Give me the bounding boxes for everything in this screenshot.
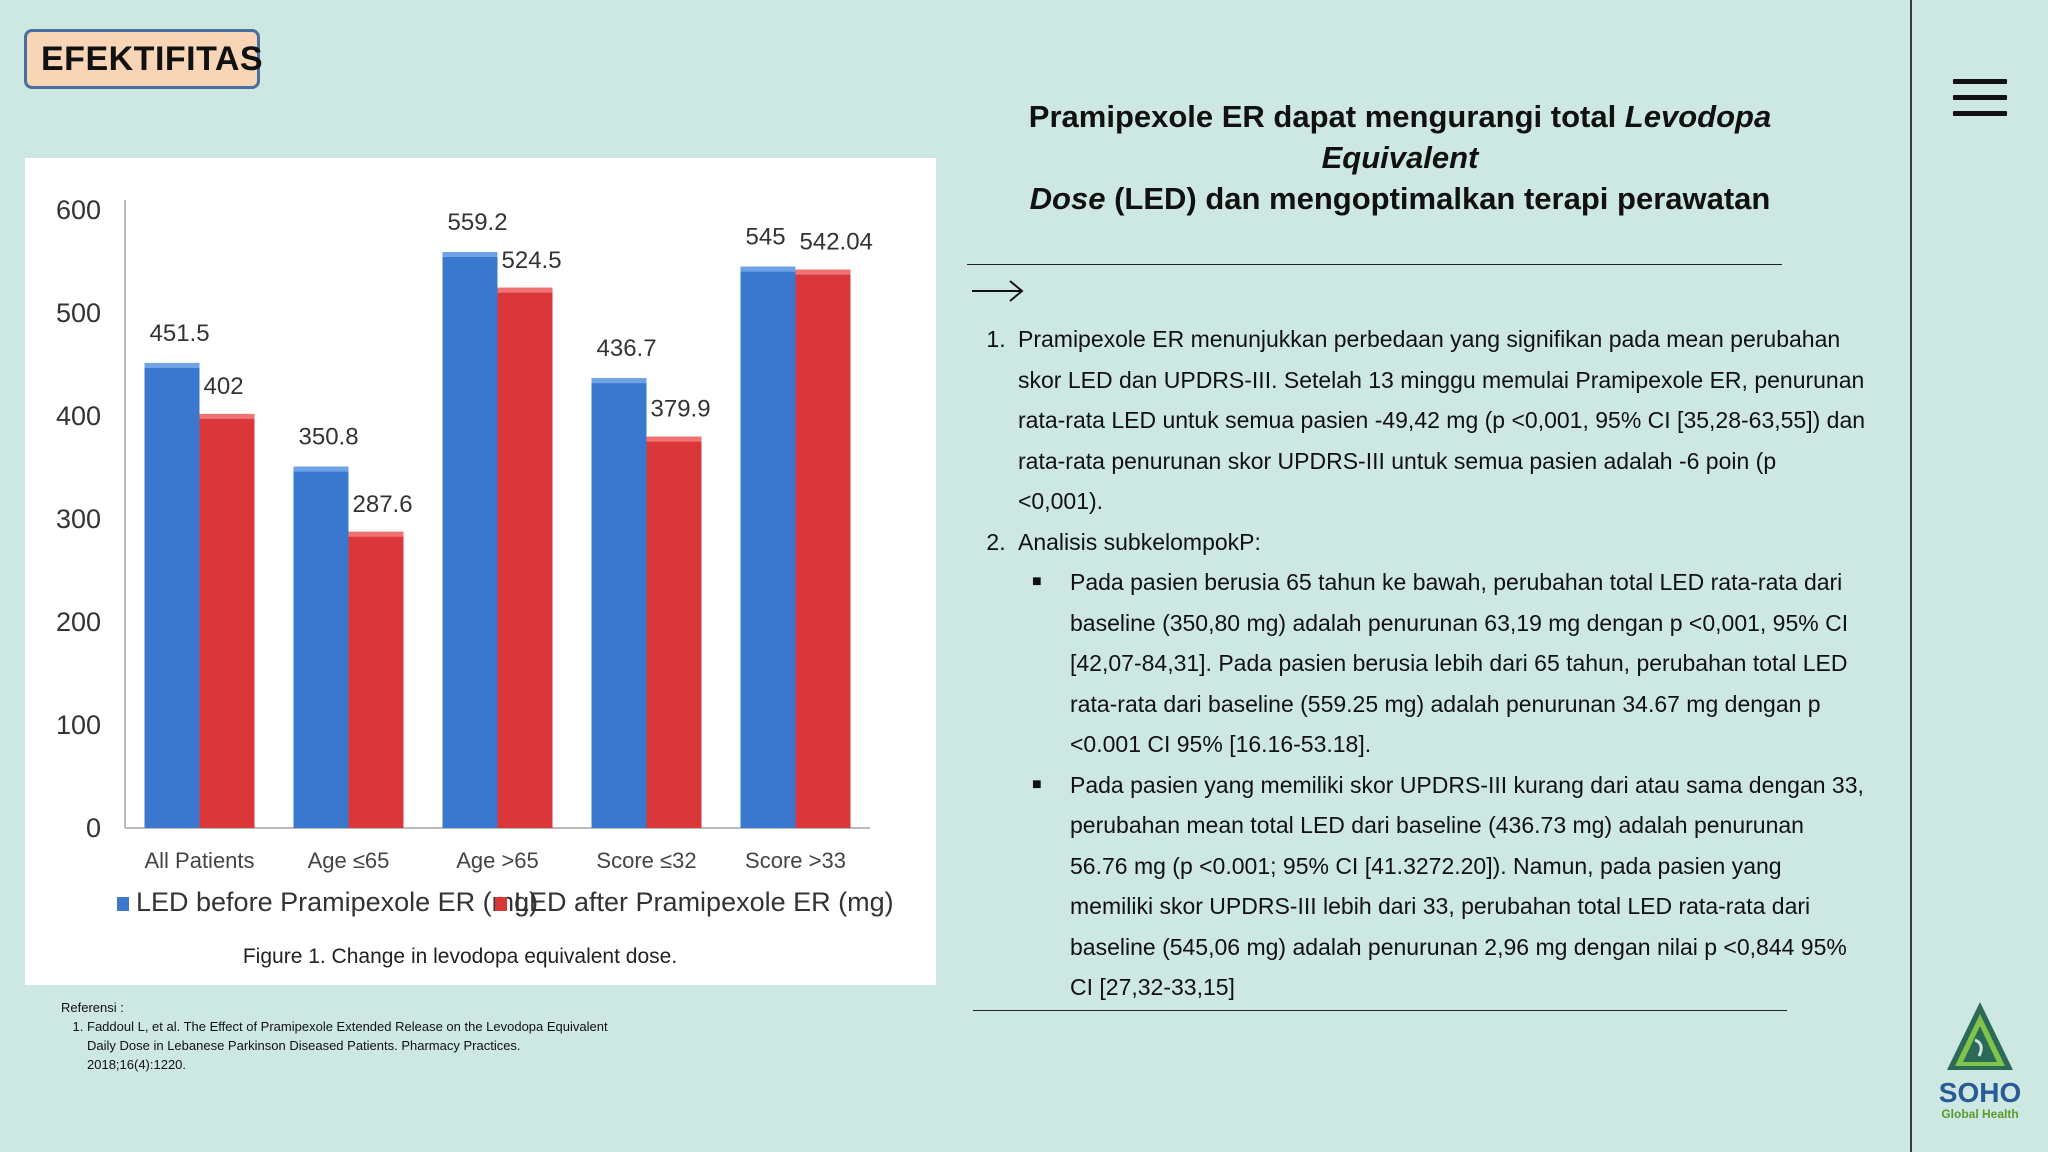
- data-label: 350.8: [299, 424, 359, 451]
- bar-highlight: [293, 466, 349, 472]
- data-label: 524.5: [502, 247, 562, 274]
- legend-swatch: [117, 897, 129, 911]
- data-label: 402: [204, 373, 244, 400]
- finding-item: Pramipexole ER menunjukkan perbedaan yan…: [1012, 319, 1866, 522]
- bar-after: [795, 269, 851, 828]
- reference-item: Faddoul L, et al. The Effect of Pramipex…: [87, 1017, 621, 1074]
- arrow-right-icon: [972, 280, 1024, 302]
- references-label: Referensi :: [61, 1000, 124, 1015]
- section-tag: EFEKTIFITAS: [24, 29, 263, 89]
- bottom-divider: [973, 1010, 1787, 1011]
- subfinding-item: ■ Pada pasien berusia 65 tahun ke bawah, …: [1032, 569, 1849, 757]
- slide-heading: Pramipexole ER dapat mengurangi total Le…: [1028, 99, 1772, 216]
- y-tick-label: 0: [86, 813, 101, 843]
- x-tick-label: Score >33: [745, 848, 846, 873]
- data-label: 542.04: [800, 229, 873, 256]
- data-label: 545: [746, 224, 786, 251]
- y-tick-label: 600: [56, 195, 101, 225]
- subfinding-item: ■ Pada pasien yang memiliki skor UPDRS-II…: [1032, 771, 1864, 1001]
- bar-after: [497, 287, 553, 828]
- sidebar-divider: [1910, 0, 1912, 1152]
- bar-chart-svg: 0 100 200 300 400 500 600 451.5 402 All Patients 3…: [56, 195, 894, 968]
- legend-swatch: [495, 897, 507, 911]
- legend-label: LED before Pramipexole ER (mg): [136, 887, 538, 917]
- heading-divider: [967, 264, 1782, 265]
- bar-chart: 0 100 200 300 400 500 600 451.5 402 All Patients 3…: [25, 158, 936, 985]
- data-label: 559.2: [448, 209, 508, 236]
- y-tick-label: 400: [56, 401, 101, 431]
- soho-logo-icon: [1947, 1002, 2013, 1070]
- bar-highlight: [646, 436, 702, 442]
- legend-label: LED after Pramipexole ER (mg): [514, 887, 894, 917]
- chart-caption: Figure 1. Change in levodopa equivalent …: [243, 945, 677, 968]
- finding-item: Analisis subkelompokP: ■Pada pasien beru…: [1012, 522, 1866, 1008]
- bar-highlight: [348, 531, 404, 537]
- bar-after: [348, 531, 404, 828]
- data-label: 436.7: [597, 335, 657, 362]
- bar-highlight: [740, 266, 796, 272]
- findings-list: Pramipexole ER menunjukkan perbedaan yan…: [966, 319, 1866, 1008]
- bar-highlight: [497, 287, 553, 293]
- bar-before: [144, 362, 200, 828]
- bar-after: [646, 436, 702, 828]
- bar-highlight: [442, 252, 498, 258]
- references: Referensi : Faddoul L, et al. The Effect…: [61, 998, 621, 1074]
- data-label: 287.6: [353, 491, 413, 518]
- logo-subtitle: Global Health: [1941, 1107, 2019, 1121]
- x-tick-label: Age ≤65: [308, 848, 390, 873]
- bar-highlight: [144, 362, 200, 368]
- bar-highlight: [591, 378, 647, 384]
- data-label: 451.5: [150, 320, 210, 347]
- bar-before: [591, 378, 647, 828]
- hamburger-menu-icon[interactable]: [1953, 79, 2007, 117]
- data-label: 379.9: [651, 396, 711, 423]
- bar-before: [293, 466, 349, 828]
- y-tick-label: 500: [56, 298, 101, 328]
- x-tick-label: Score ≤32: [596, 848, 696, 873]
- x-tick-label: Age >65: [456, 848, 539, 873]
- bar-highlight: [199, 413, 255, 419]
- y-tick-label: 300: [56, 504, 101, 534]
- logo-name: SOHO: [1938, 1077, 2022, 1108]
- soho-logo: SOHO Global Health: [1930, 1000, 2030, 1121]
- y-tick-label: 100: [56, 710, 101, 740]
- bar-highlight: [795, 269, 851, 275]
- x-tick-label: All Patients: [144, 848, 254, 873]
- y-tick-label: 200: [56, 607, 101, 637]
- bar-after: [199, 413, 255, 828]
- bar-before: [740, 266, 796, 828]
- bar-before: [442, 252, 498, 829]
